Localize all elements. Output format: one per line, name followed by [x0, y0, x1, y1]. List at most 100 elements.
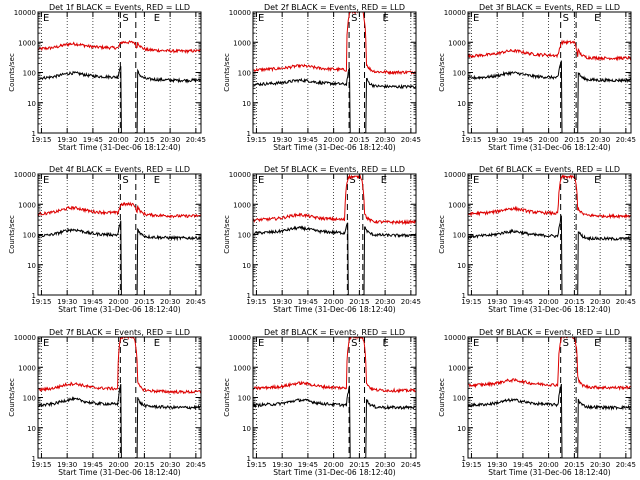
y-tick-label: 100	[453, 232, 466, 240]
x-tick-label: 20:15	[564, 136, 584, 144]
y-tick-label: 1	[32, 455, 36, 463]
y-axis-label: Counts/sec	[438, 378, 446, 417]
series-events	[38, 66, 201, 133]
series-lld	[253, 12, 416, 76]
y-tick-label: 1	[462, 292, 466, 300]
x-tick-label: 20:15	[134, 136, 154, 144]
y-tick-label: 1	[247, 130, 251, 138]
x-tick-label: 19:15	[31, 298, 51, 306]
x-tick-label: 19:45	[513, 136, 533, 144]
y-axis-label: Counts/sec	[8, 53, 16, 92]
y-tick-label: 1000	[18, 201, 36, 209]
panel-title: Det 8f BLACK = Events, RED = LLD	[264, 328, 405, 337]
y-tick-label: 10000	[444, 334, 466, 342]
x-tick-label: 20:45	[401, 461, 421, 469]
series-lld	[468, 337, 631, 391]
marker-s: S	[563, 175, 569, 186]
x-tick-label: 20:30	[375, 461, 395, 469]
plot-frame	[467, 11, 632, 134]
marker-e: E	[258, 13, 264, 24]
x-tick-label: 20:30	[590, 461, 610, 469]
y-axis-label: Counts/sec	[8, 378, 16, 417]
y-tick-label: 10000	[229, 9, 251, 17]
x-tick-label: 20:15	[564, 298, 584, 306]
x-tick-label: 19:15	[461, 461, 481, 469]
y-tick-label: 1000	[233, 364, 251, 372]
y-tick-label: 10	[457, 262, 466, 270]
y-axis-label: Counts/sec	[438, 53, 446, 92]
x-axis-label: Start Time (31-Dec-06 18:12:40)	[488, 468, 610, 477]
x-tick-label: 20:30	[160, 298, 180, 306]
x-tick-label: 19:45	[298, 298, 318, 306]
y-tick-label: 1	[32, 130, 36, 138]
y-tick-label: 10	[27, 262, 36, 270]
x-tick-label: 20:00	[539, 136, 559, 144]
x-tick-label: 20:00	[539, 461, 559, 469]
x-tick-label: 20:45	[401, 136, 421, 144]
marker-s: S	[122, 13, 128, 24]
x-tick-label: 20:15	[134, 461, 154, 469]
y-tick-label: 1000	[233, 39, 251, 47]
series-lld	[468, 39, 631, 62]
y-tick-label: 1000	[448, 201, 466, 209]
panel-title: Det 1f BLACK = Events, RED = LLD	[49, 3, 190, 12]
y-tick-label: 10	[27, 425, 36, 433]
plot-frame	[467, 336, 632, 459]
plot-frame	[37, 173, 202, 296]
x-tick-label: 20:00	[109, 461, 129, 469]
x-tick-label: 20:45	[186, 298, 206, 306]
x-tick-label: 20:30	[375, 136, 395, 144]
y-tick-label: 1000	[233, 201, 251, 209]
y-tick-label: 1000	[18, 39, 36, 47]
x-tick-label: 20:00	[324, 461, 344, 469]
panel-title: Det 7f BLACK = Events, RED = LLD	[49, 328, 190, 337]
y-tick-label: 100	[23, 70, 36, 78]
x-axis-label: Start Time (31-Dec-06 18:12:40)	[273, 468, 395, 477]
x-tick-label: 19:45	[513, 461, 533, 469]
panel-title: Det 5f BLACK = Events, RED = LLD	[264, 165, 405, 174]
x-tick-label: 19:15	[246, 136, 266, 144]
y-tick-label: 100	[238, 232, 251, 240]
marker-e: E	[594, 175, 600, 186]
y-tick-label: 1	[247, 455, 251, 463]
y-tick-label: 10000	[14, 171, 36, 179]
x-tick-label: 19:15	[461, 298, 481, 306]
marker-e: E	[154, 338, 160, 349]
y-tick-label: 10	[457, 100, 466, 108]
x-tick-label: 20:00	[539, 298, 559, 306]
x-axis-label: Start Time (31-Dec-06 18:12:40)	[58, 143, 180, 152]
x-tick-label: 19:30	[272, 461, 292, 469]
y-tick-label: 100	[453, 395, 466, 403]
x-tick-label: 20:00	[324, 136, 344, 144]
y-axis-label: Counts/sec	[8, 215, 16, 254]
y-tick-label: 10	[242, 262, 251, 270]
marker-e: E	[473, 13, 479, 24]
x-tick-label: 19:30	[57, 136, 77, 144]
y-tick-label: 100	[238, 70, 251, 78]
marker-e: E	[381, 175, 387, 186]
series-lld	[38, 337, 201, 395]
series-events	[253, 67, 416, 133]
marker-s: S	[351, 338, 357, 349]
x-axis-label: Start Time (31-Dec-06 18:12:40)	[58, 468, 180, 477]
y-tick-label: 10000	[229, 334, 251, 342]
series-events	[468, 215, 631, 295]
y-tick-label: 100	[453, 70, 466, 78]
y-axis-label: Counts/sec	[223, 215, 231, 254]
marker-s: S	[563, 338, 569, 349]
marker-e: E	[258, 338, 264, 349]
x-tick-label: 19:30	[57, 298, 77, 306]
marker-s: S	[563, 13, 569, 24]
series-lld	[468, 174, 631, 220]
marker-e: E	[154, 175, 160, 186]
series-events	[38, 220, 201, 295]
y-axis-label: Counts/sec	[438, 215, 446, 254]
x-tick-label: 20:45	[616, 136, 636, 144]
x-tick-label: 19:45	[513, 298, 533, 306]
x-tick-label: 20:30	[160, 461, 180, 469]
x-tick-label: 20:30	[590, 136, 610, 144]
y-tick-label: 10000	[14, 9, 36, 17]
